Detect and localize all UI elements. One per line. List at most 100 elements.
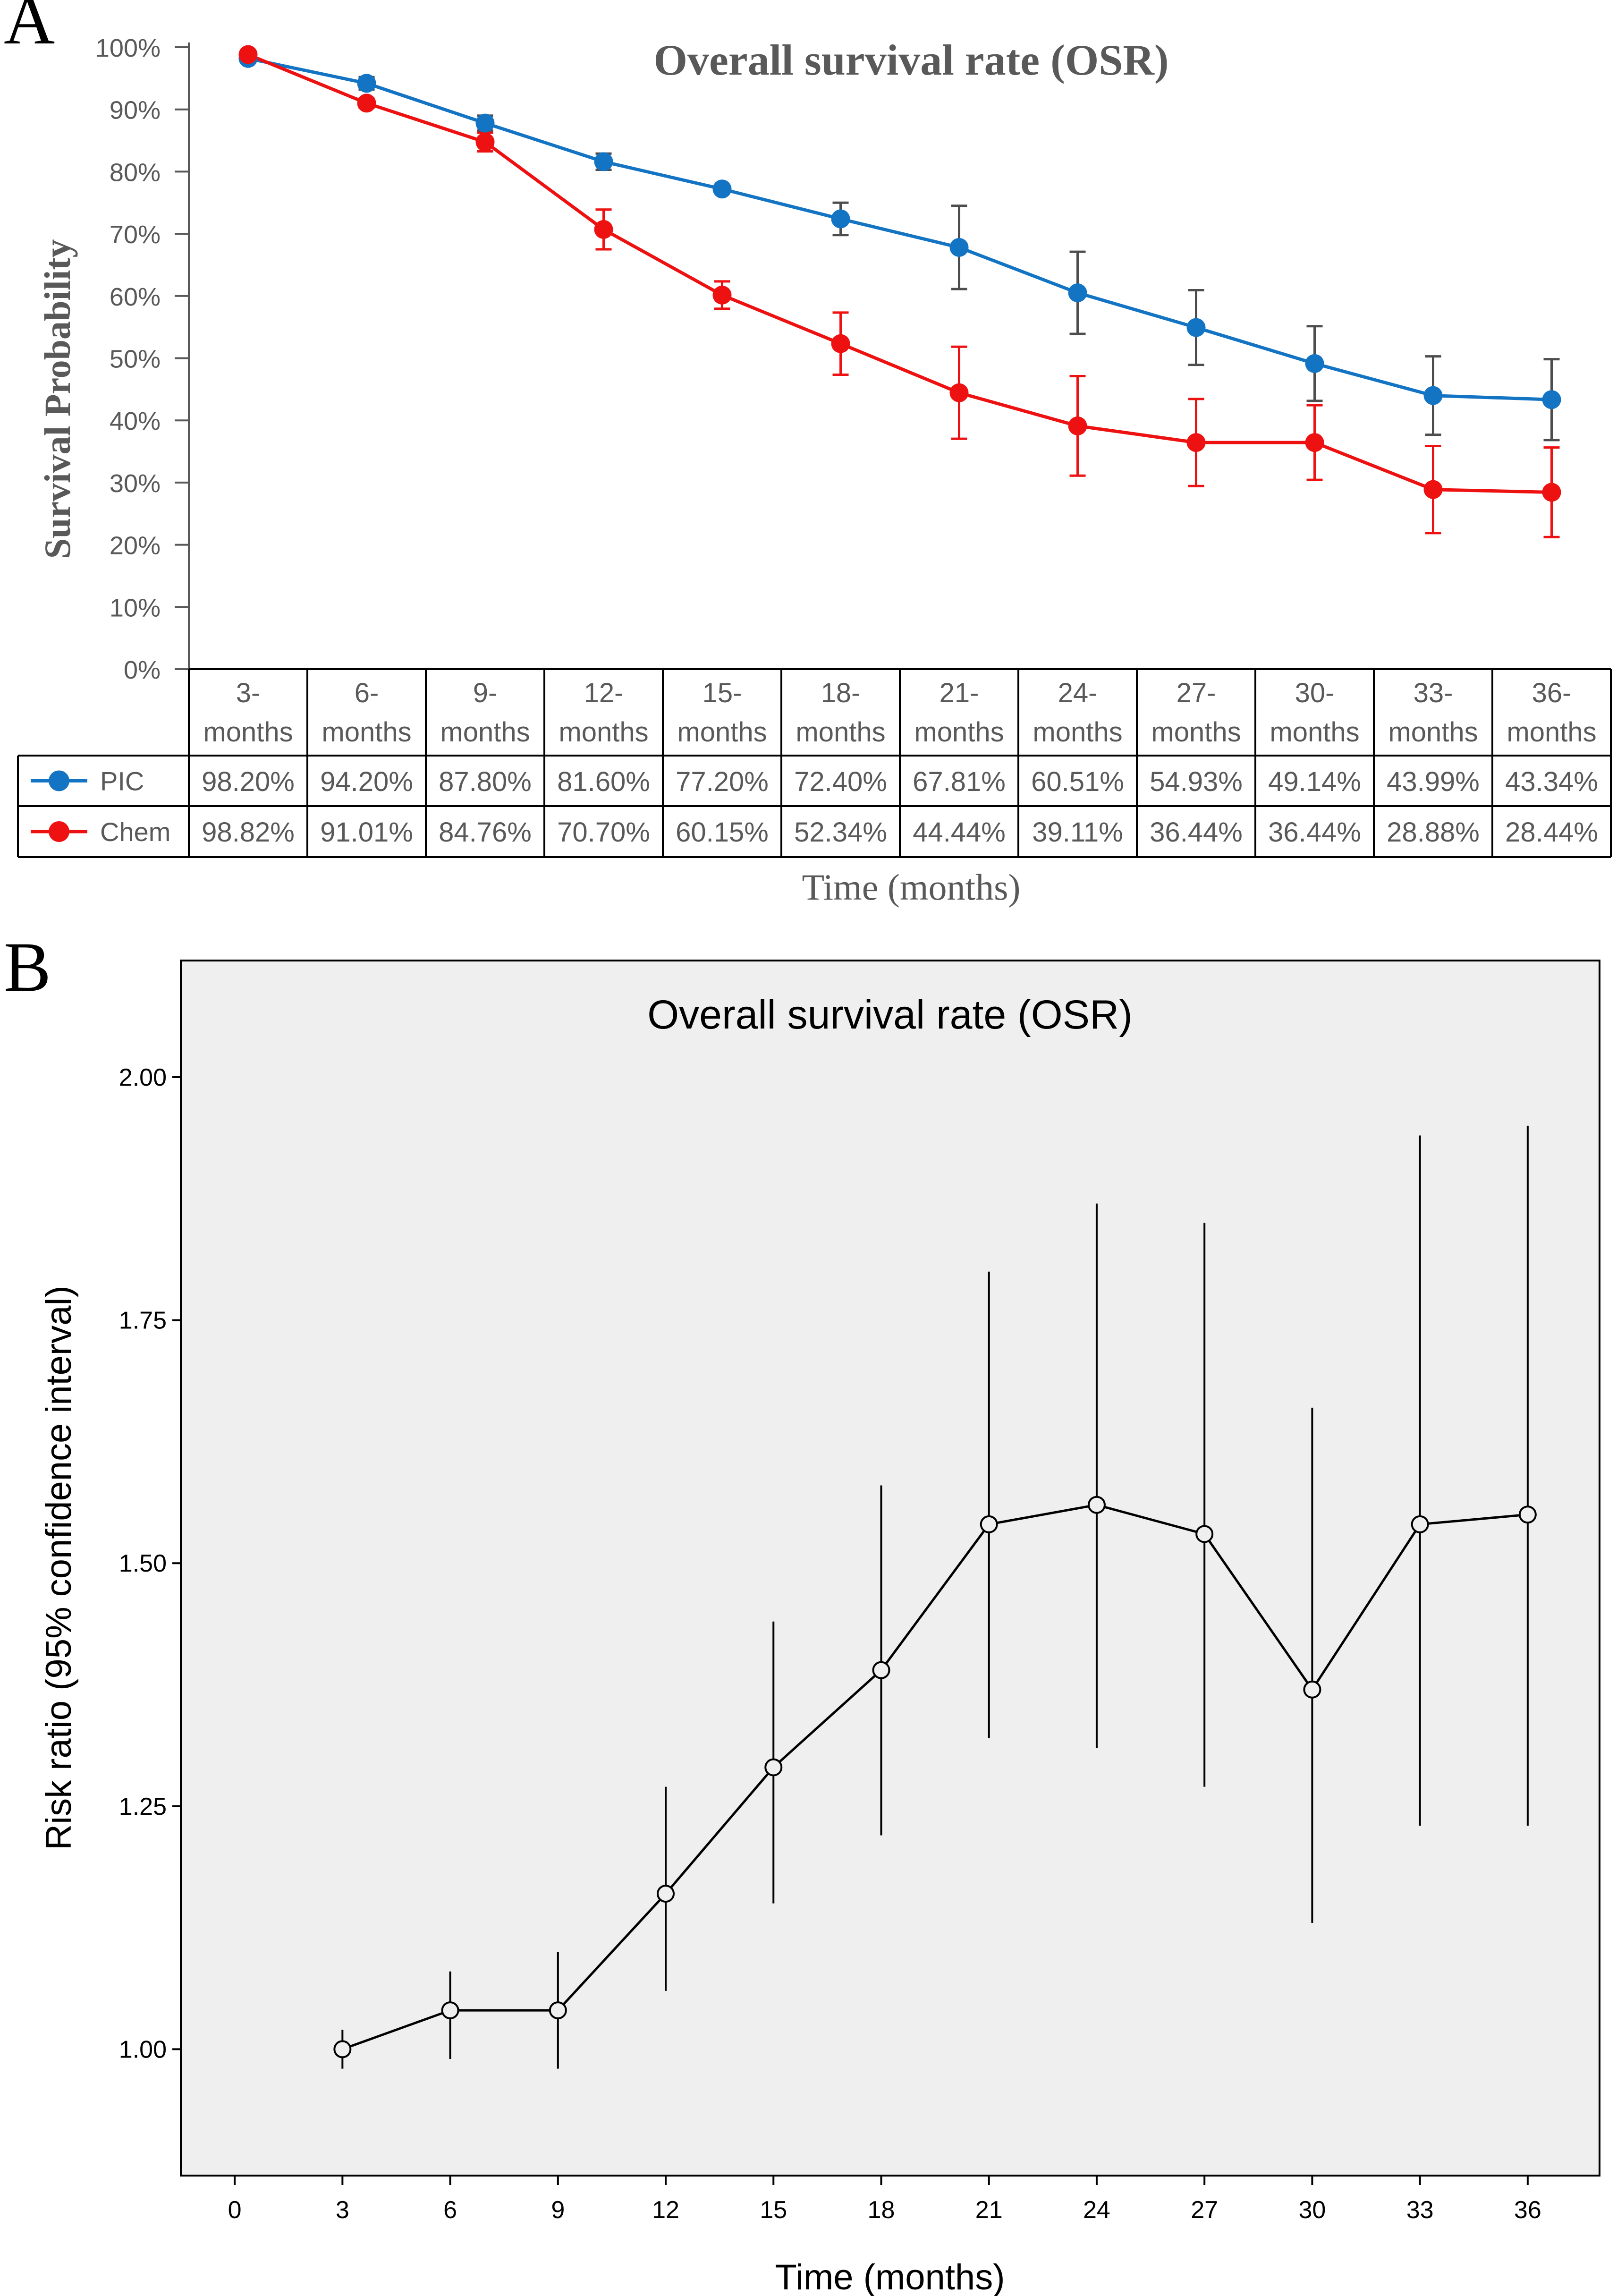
panel-a-y-ticks: 0% 10% 20% 30% 40% 50% 60% 70% 80% 90% 100% — [95, 34, 189, 684]
panel-b-title: Overall survival rate (OSR) — [647, 992, 1132, 1037]
panel-b-y-axis-label: Risk ratio (95% confidence interval) — [39, 1285, 79, 1850]
y-tick-label: 1.00 — [119, 2036, 167, 2063]
x-tick-label: 18 — [868, 2196, 895, 2224]
risk-ratio-point — [1518, 1505, 1537, 1524]
risk-ratio-point — [764, 1758, 783, 1777]
table-value-chem: 70.70% — [557, 817, 650, 848]
data-point-chem — [712, 285, 732, 305]
series-line-chem — [247, 53, 1552, 494]
panel-a-y-axis-label: Survival Probability — [37, 239, 78, 559]
data-point-pic — [712, 179, 732, 199]
x-tick-label: 15 — [760, 2196, 787, 2224]
panel-a-title: Overall survival rate (OSR) — [653, 36, 1168, 84]
y-tick-label: 20% — [110, 532, 161, 560]
category-label: 15- — [703, 678, 742, 708]
category-label: 36- — [1532, 678, 1572, 708]
data-point-chem — [1542, 483, 1561, 502]
y-tick-label: 10% — [110, 594, 161, 622]
table-value-chem: 36.44% — [1268, 817, 1361, 848]
data-point-chem — [1423, 480, 1443, 499]
panel-b-series — [333, 1125, 1537, 2069]
x-tick-label: 24 — [1083, 2196, 1110, 2224]
risk-ratio-point — [872, 1661, 890, 1679]
risk-ratio-point — [657, 1885, 675, 1903]
panel-b-y-ticks: 1.00 1.25 1.50 1.75 2.00 — [119, 1064, 181, 2063]
risk-ratio-point — [1087, 1496, 1106, 1514]
risk-ratio-point — [980, 1515, 998, 1533]
category-label: months — [1507, 717, 1596, 748]
panel-b-x-axis-label: Time (months) — [775, 2257, 1005, 2296]
data-point-pic — [475, 113, 495, 133]
x-tick-label: 36 — [1514, 2196, 1541, 2224]
category-label: 33- — [1414, 678, 1453, 708]
x-tick-label: 6 — [443, 2196, 457, 2224]
category-label: months — [1388, 717, 1478, 748]
panel-b: B Overall survival rate (OSR) Risk ratio… — [4, 928, 1600, 2296]
risk-ratio-line — [342, 1504, 1528, 2050]
risk-ratio-point — [441, 2001, 459, 2020]
x-tick-label: 27 — [1191, 2196, 1218, 2224]
panel-b-x-ticks: 0 3 6 9 12 15 18 21 24 27 30 33 36 — [228, 2176, 1541, 2224]
series-line-pic — [247, 57, 1552, 401]
panel-b-plot-area — [180, 960, 1600, 2177]
category-label: months — [203, 717, 293, 748]
table-value-pic: 72.40% — [794, 766, 887, 797]
risk-ratio-point — [1195, 1525, 1214, 1543]
y-tick-label: 80% — [110, 158, 161, 187]
panel-b-label: B — [4, 928, 51, 1006]
category-label: months — [322, 717, 411, 748]
panel-a-data-table: 3- months 6- months 9- months 12- months 15- mont… — [17, 668, 1612, 858]
table-value-pic: 94.20% — [320, 766, 413, 797]
category-label: 27- — [1177, 678, 1216, 708]
panel-a: A Overall survival rate (OSR) Survival P… — [4, 0, 1612, 908]
y-tick-label: 100% — [95, 34, 161, 62]
table-value-chem: 60.15% — [676, 817, 769, 848]
category-label: 24- — [1058, 678, 1098, 708]
legend-label-pic: PIC — [100, 766, 144, 796]
table-value-pic: 43.34% — [1505, 766, 1598, 797]
data-point-chem — [1068, 416, 1087, 435]
table-value-pic: 87.80% — [439, 766, 532, 797]
data-point-pic — [1186, 318, 1206, 337]
table-value-pic: 43.99% — [1387, 766, 1480, 797]
risk-ratio-point — [1303, 1680, 1321, 1699]
category-label: 9- — [473, 678, 498, 708]
table-value-chem: 44.44% — [913, 817, 1006, 848]
category-label: months — [1033, 717, 1122, 748]
category-label: 18- — [821, 678, 861, 708]
category-label: months — [1270, 717, 1359, 748]
y-tick-label: 60% — [110, 283, 161, 311]
y-tick-label: 50% — [110, 345, 161, 374]
data-point-chem — [1305, 433, 1324, 452]
table-value-chem: 28.44% — [1505, 817, 1598, 848]
x-tick-label: 21 — [975, 2196, 1003, 2224]
category-label: 6- — [355, 678, 379, 708]
panel-a-series — [238, 45, 1561, 538]
y-tick-label: 90% — [110, 96, 161, 125]
risk-ratio-point — [549, 2001, 567, 2020]
data-point-chem — [949, 383, 969, 402]
y-tick-label: 1.25 — [119, 1793, 167, 1820]
y-tick-label: 2.00 — [119, 1064, 167, 1091]
x-tick-label: 9 — [551, 2196, 565, 2224]
x-tick-label: 33 — [1406, 2196, 1434, 2224]
legend-label-chem: Chem — [100, 817, 170, 847]
data-point-chem — [475, 132, 495, 152]
panel-a-x-axis-label: Time (months) — [802, 867, 1020, 908]
data-point-pic — [1305, 354, 1324, 373]
data-point-pic — [357, 74, 376, 93]
table-value-chem: 39.11% — [1032, 817, 1123, 848]
legend-marker-pic — [49, 770, 69, 791]
risk-ratio-point — [1411, 1515, 1429, 1533]
y-tick-label: 40% — [110, 407, 161, 435]
y-tick-label: 1.50 — [119, 1550, 167, 1577]
data-point-pic — [949, 238, 969, 257]
x-tick-label: 12 — [652, 2196, 679, 2224]
table-value-chem: 28.88% — [1387, 817, 1480, 848]
table-value-chem: 98.82% — [202, 817, 295, 848]
x-tick-label: 30 — [1298, 2196, 1326, 2224]
table-value-chem: 52.34% — [794, 817, 887, 848]
x-tick-label: 3 — [336, 2196, 349, 2224]
y-tick-label: 0% — [124, 656, 161, 684]
